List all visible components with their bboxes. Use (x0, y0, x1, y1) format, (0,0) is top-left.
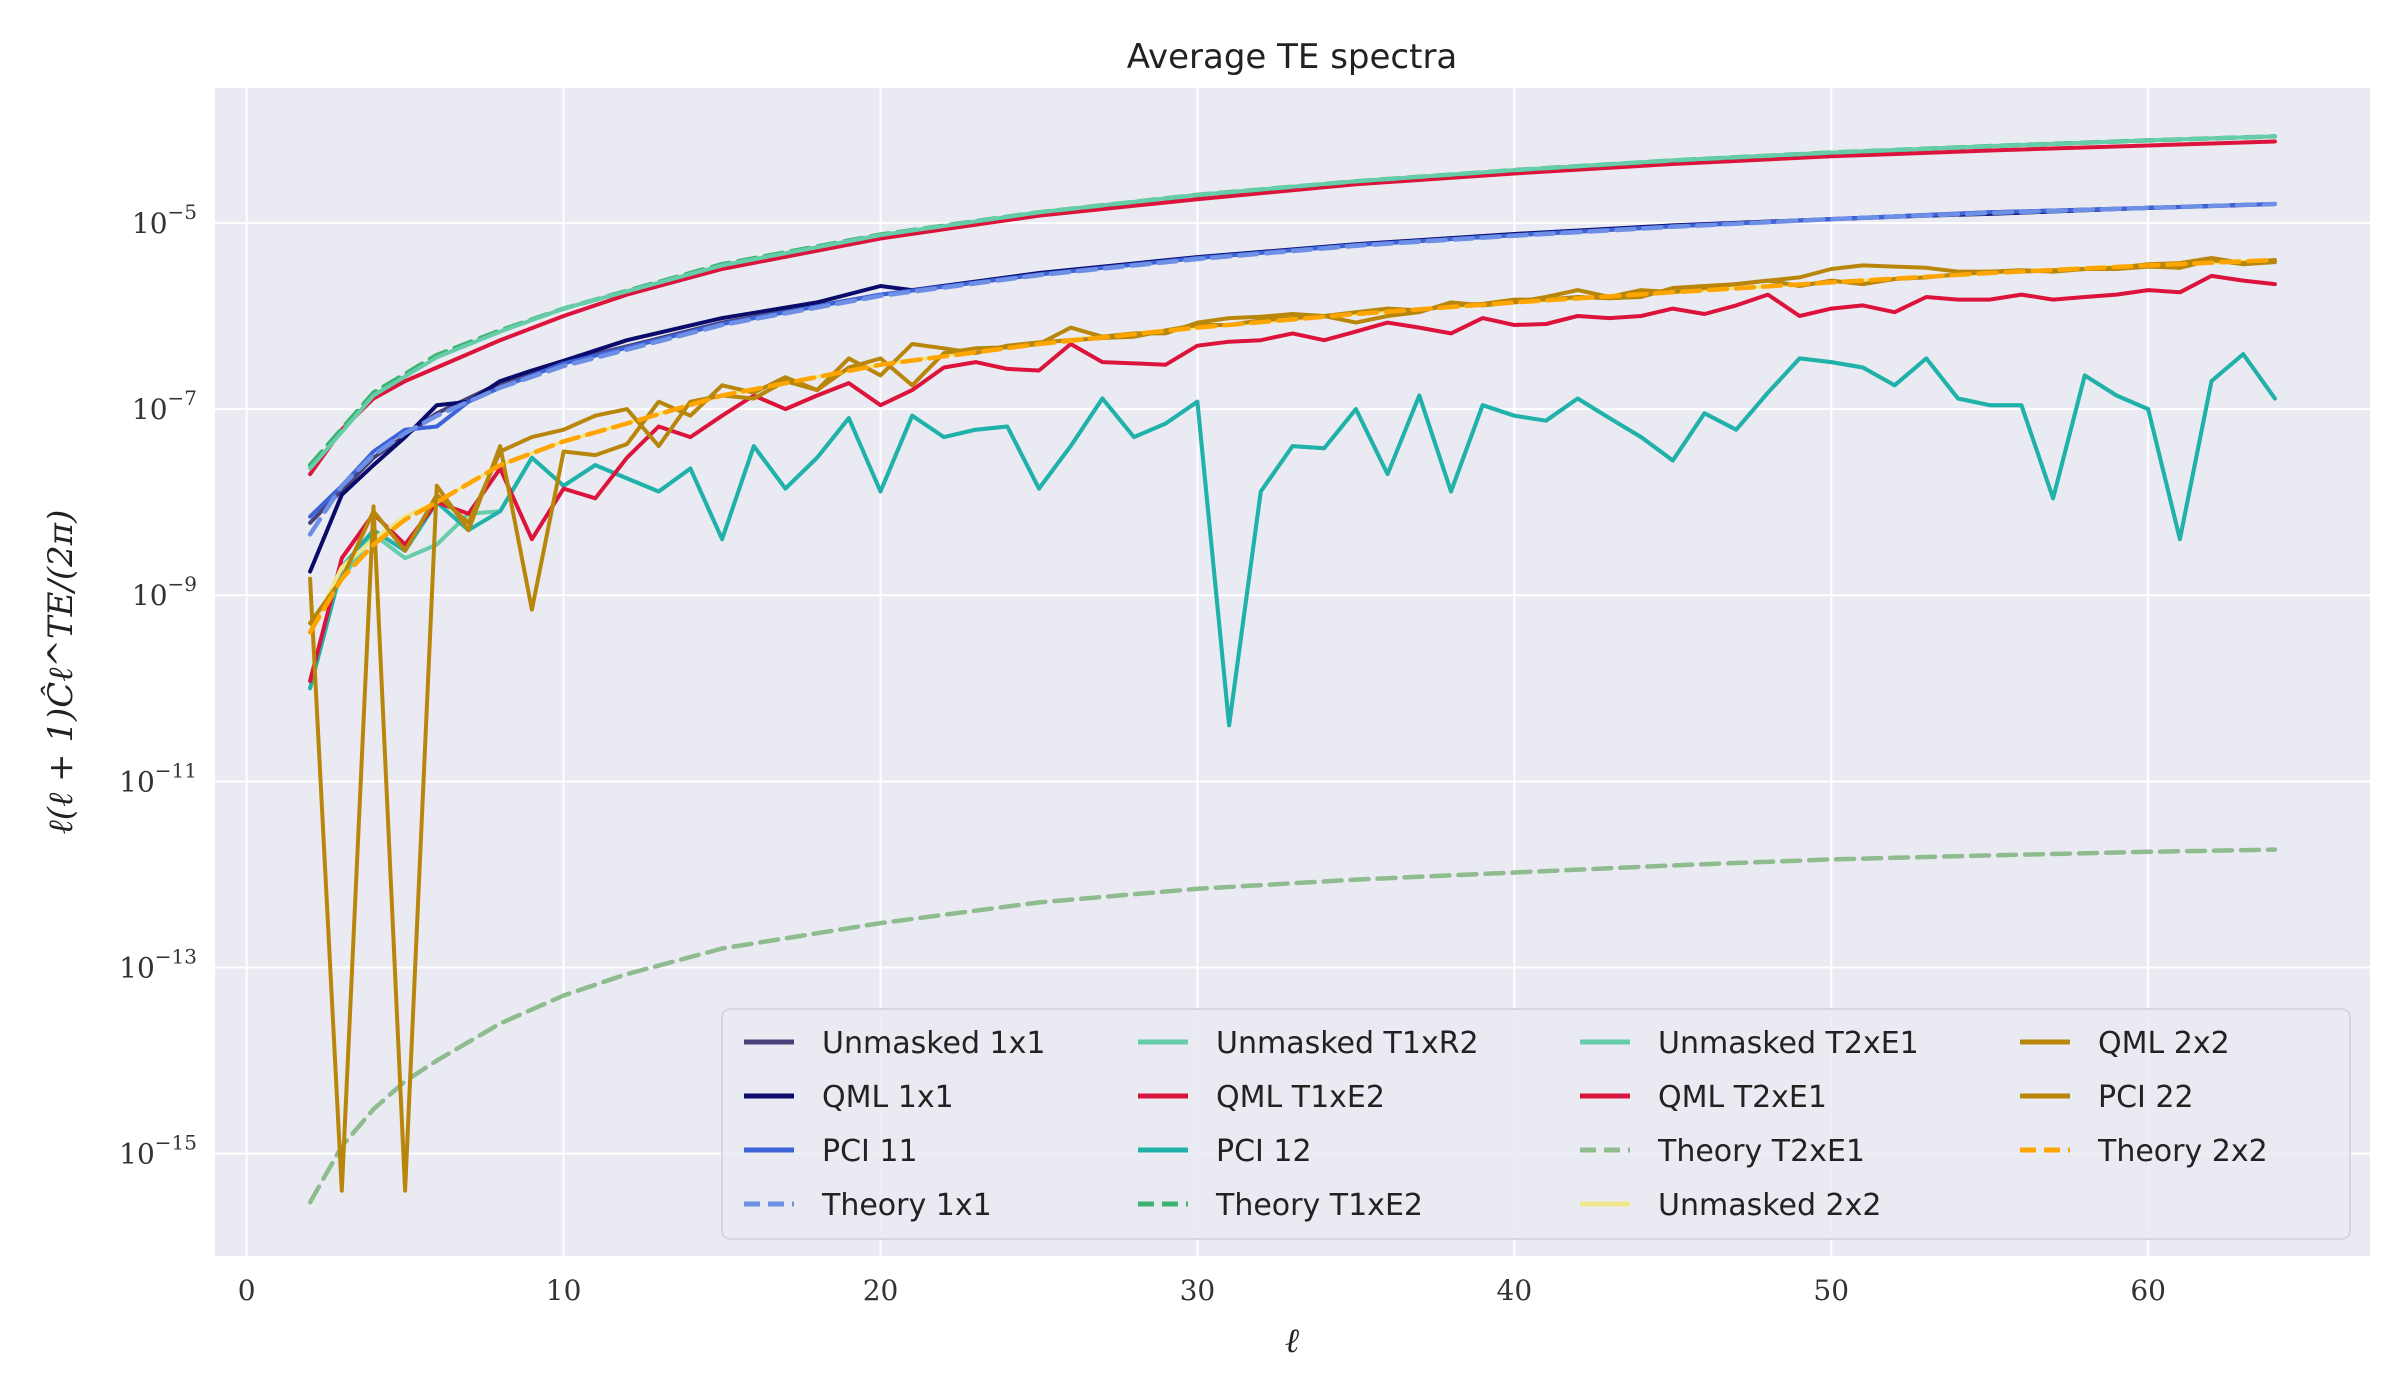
legend-label: PCI 11 (822, 1134, 918, 1169)
legend-label: Unmasked T1xR2 (1216, 1026, 1479, 1061)
x-tick-label: 60 (2130, 1274, 2166, 1307)
legend-label: Unmasked 1x1 (822, 1026, 1045, 1061)
x-tick-label: 0 (238, 1274, 256, 1307)
legend-label: QML T1xE2 (1216, 1080, 1385, 1115)
series-line-pci-12 (308, 352, 2277, 728)
legend-box (721, 1008, 2351, 1240)
chart-title: Average TE spectra (1127, 37, 1458, 77)
y-axis-label: ℓ(ℓ + 1)Ĉℓ^TE/(2π) (40, 510, 81, 835)
legend-label: Theory T2xE1 (1657, 1134, 1865, 1169)
y-tick-label: 10−5 (132, 200, 197, 240)
legend-label: QML 2x2 (2098, 1026, 2230, 1061)
x-tick-label: 40 (1497, 1274, 1533, 1307)
legend-label: QML 1x1 (822, 1080, 954, 1115)
tick-labels: 0 10 20 30 40 50 60 10−5 10−7 10−9 10−11 10−13 10−15 (119, 200, 2166, 1307)
series-line-qml-t2xe1 (308, 273, 2277, 683)
x-tick-label: 50 (1813, 1274, 1849, 1307)
legend-label: QML T2xE1 (1658, 1080, 1827, 1115)
x-tick-label: 20 (863, 1274, 899, 1307)
series-lines (307, 134, 2278, 1205)
legend-label: Theory T1xE2 (1215, 1188, 1423, 1223)
y-tick-label: 10−15 (119, 1131, 197, 1171)
legend-label: PCI 12 (1216, 1134, 1312, 1169)
series-line-theory-t2xe1 (307, 847, 2278, 1205)
legend: Unmasked 1x1 QML 1x1 PCI 11 Theory 1x1 Unmas… (721, 1008, 2351, 1240)
legend-label: Theory 1x1 (821, 1188, 992, 1223)
legend-label: Unmasked T2xE1 (1658, 1026, 1919, 1061)
legend-label: Theory 2x2 (2097, 1134, 2268, 1169)
y-tick-label: 10−11 (119, 758, 197, 798)
x-tick-label: 30 (1180, 1274, 1216, 1307)
y-tick-label: 10−7 (132, 386, 197, 426)
series-line-qml-t1xe2 (308, 139, 2277, 477)
legend-label: Unmasked 2x2 (1658, 1188, 1881, 1223)
y-tick-label: 10−13 (119, 944, 197, 984)
series-line-unmasked-t2xe1 (308, 134, 2277, 471)
series-line-theory-2x2 (307, 257, 2278, 635)
y-tick-label: 10−9 (132, 572, 197, 612)
legend-label: PCI 22 (2098, 1080, 2194, 1115)
series-line-theory-1x1 (307, 201, 2278, 537)
x-tick-label: 10 (546, 1274, 582, 1307)
x-axis-label: ℓ (1285, 1321, 1299, 1361)
